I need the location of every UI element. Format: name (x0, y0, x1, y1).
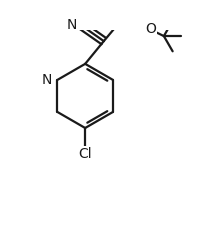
Text: Cl: Cl (78, 147, 92, 161)
Text: O: O (145, 22, 156, 36)
Text: N: N (42, 73, 52, 87)
Text: N: N (66, 18, 77, 32)
Text: O: O (117, 0, 128, 3)
